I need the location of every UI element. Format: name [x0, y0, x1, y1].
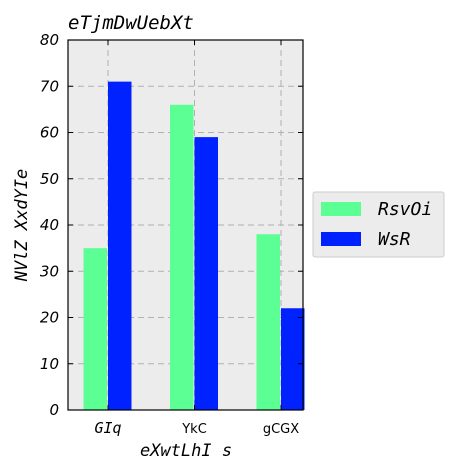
legend-swatch-wsr: [321, 232, 361, 246]
chart-title: eTjmDwUebXt: [68, 12, 194, 34]
bar-wsr-giq: [108, 81, 132, 410]
legend-label-wsr: WsR: [378, 229, 411, 250]
legend-swatch-rsvoi: [321, 202, 361, 216]
x-axis-label: eXwtLhI s: [140, 441, 232, 461]
bars-group: [83, 81, 305, 410]
bar-wsr-ykc: [194, 137, 218, 410]
x-tick-label: GIq: [94, 419, 121, 437]
bar-rsvoi-ykc: [170, 104, 194, 410]
legend: RsvOi WsR: [312, 191, 445, 258]
legend-label-rsvoi: RsvOi: [378, 199, 432, 220]
x-axis-ticks: GIq YkC gCGX: [94, 40, 299, 437]
y-axis-label: NVlZ XxdYIe: [12, 169, 32, 283]
y-tick-label: 40: [40, 216, 59, 234]
y-tick-label: 50: [40, 170, 59, 188]
y-tick-label: 20: [40, 309, 59, 327]
x-tick-label: YkC: [181, 422, 207, 437]
y-axis-ticks: 0 10 20 30 40 50 60 70 80: [40, 31, 303, 419]
bar-rsvoi-gcgx: [256, 234, 280, 410]
y-tick-label: 60: [40, 124, 59, 142]
x-tick-label: gCGX: [263, 422, 299, 437]
bar-wsr-gcgx: [281, 308, 305, 410]
bar-rsvoi-giq: [83, 248, 107, 410]
y-tick-label: 70: [40, 77, 59, 95]
y-tick-label: 30: [40, 262, 59, 280]
y-tick-label: 0: [49, 401, 59, 419]
y-tick-label: 80: [40, 31, 59, 49]
y-tick-label: 10: [40, 355, 59, 373]
